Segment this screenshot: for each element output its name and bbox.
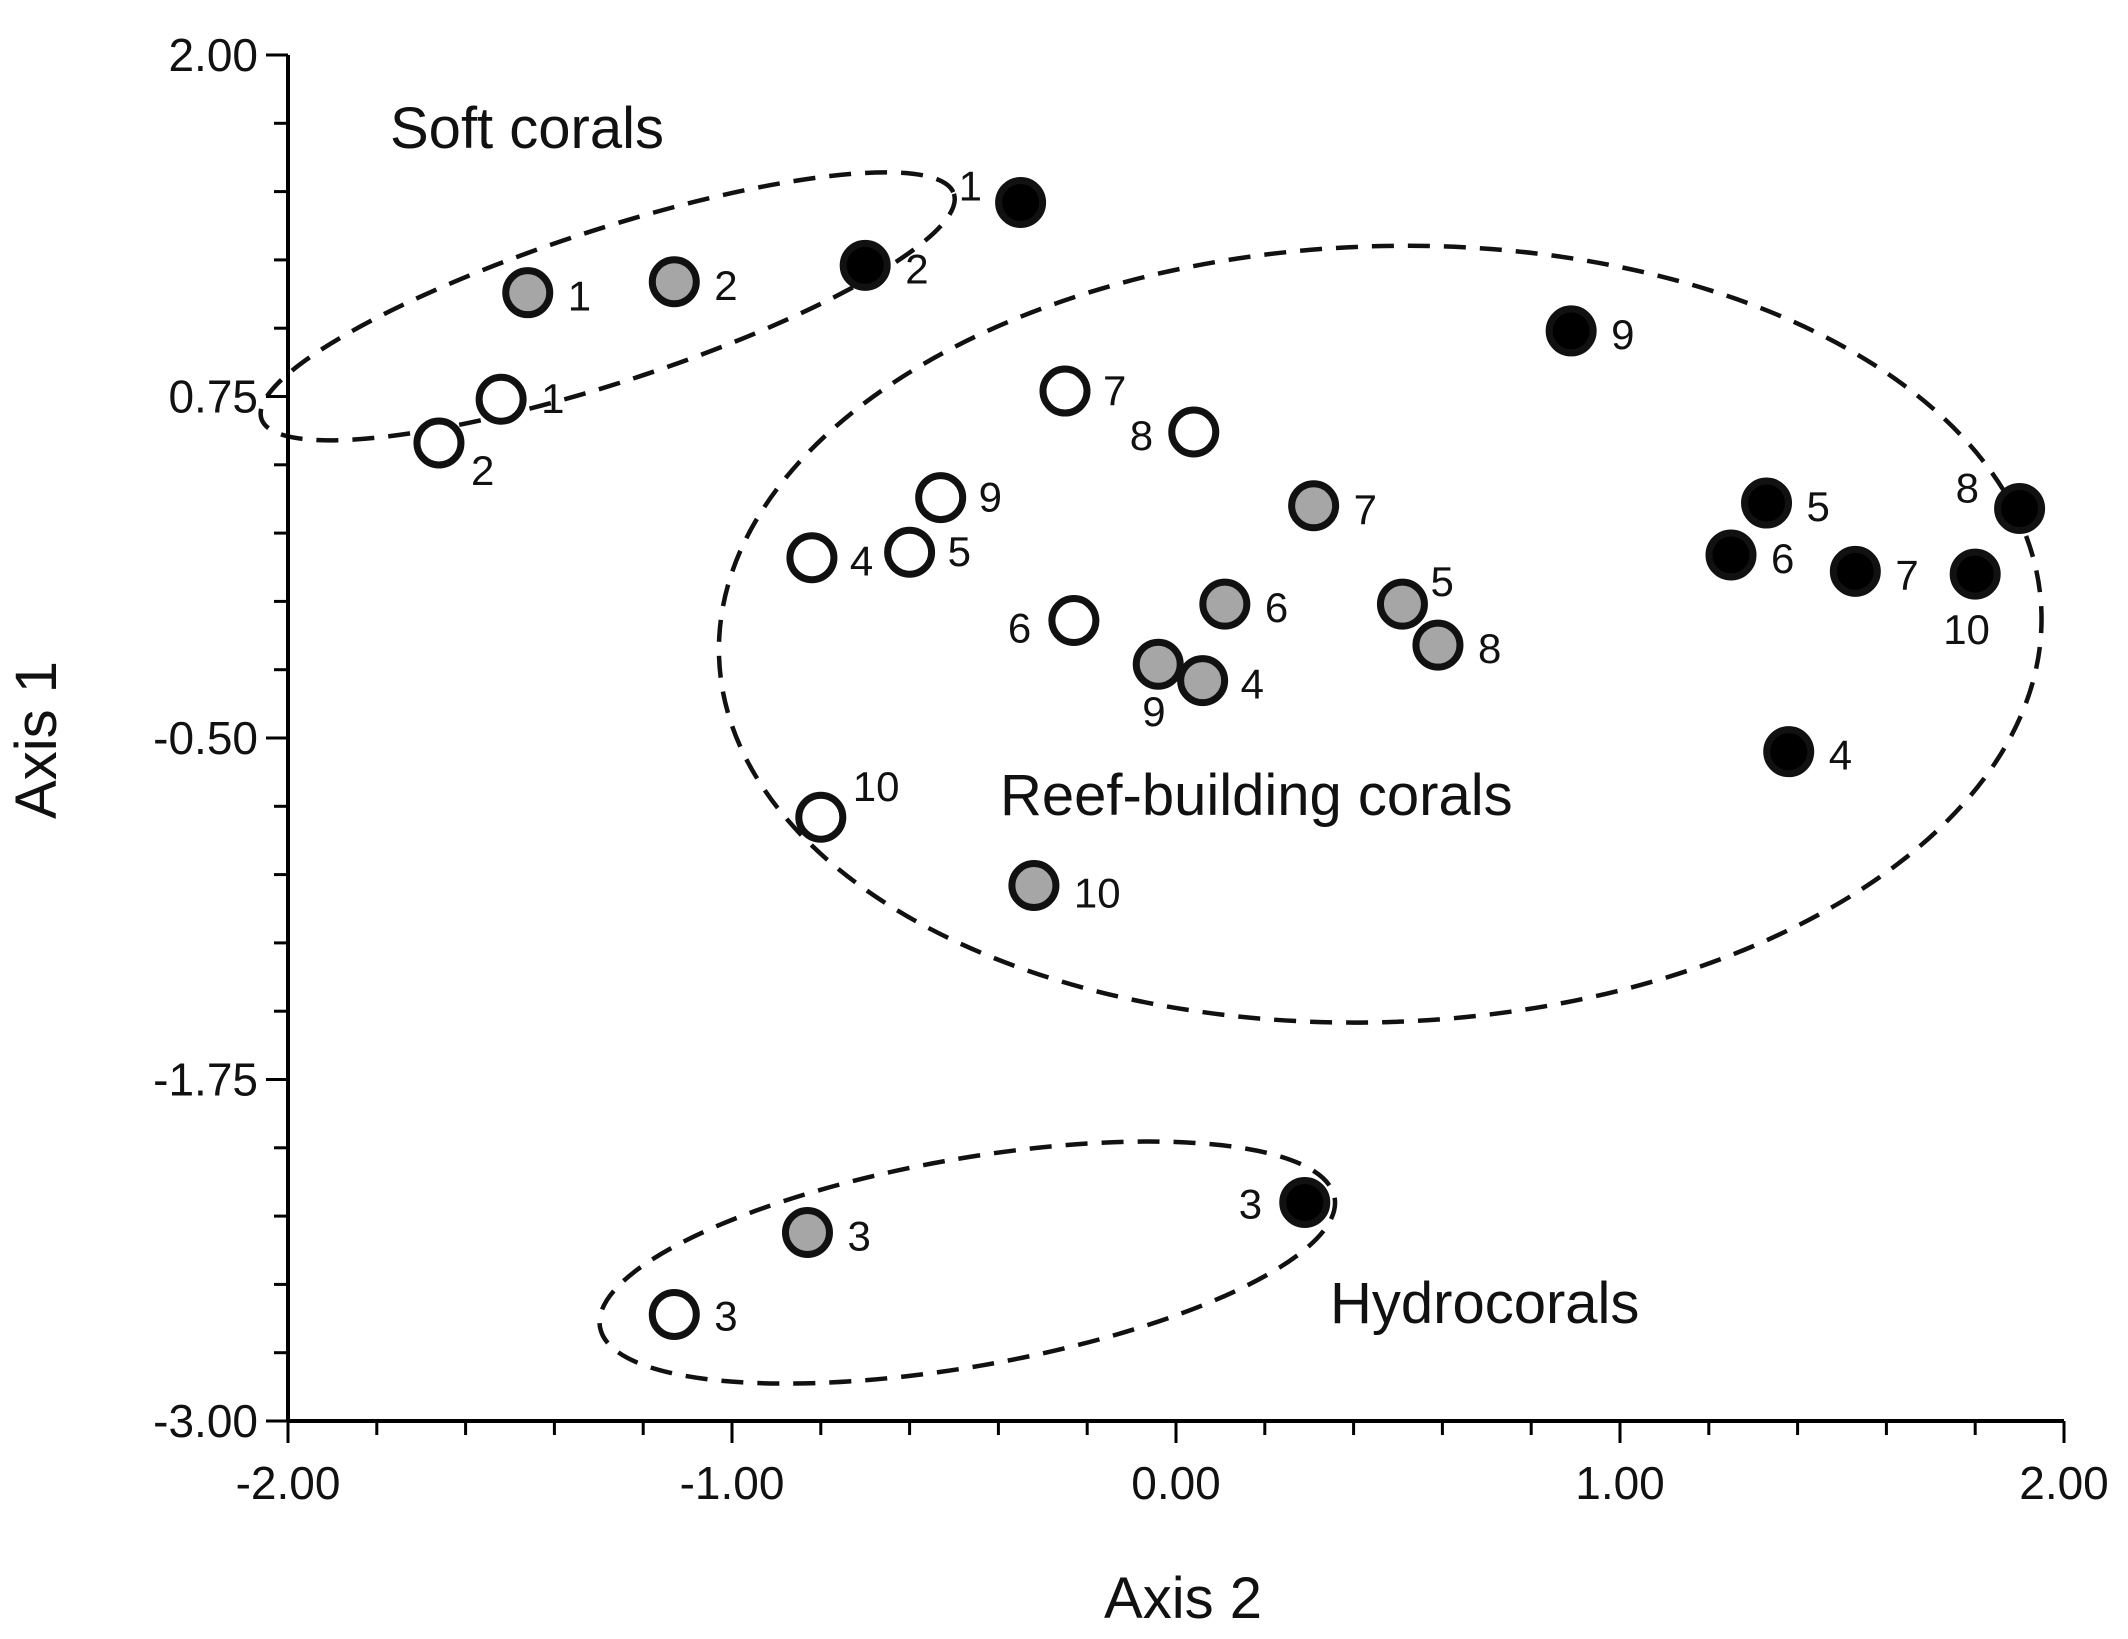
x-tick-label: 1.00 bbox=[1575, 1457, 1665, 1509]
point-black-6 bbox=[1705, 529, 1757, 581]
point-black-8 bbox=[1994, 483, 2046, 535]
point-black-2 bbox=[839, 239, 891, 291]
point-gray-4 bbox=[1177, 655, 1229, 707]
point-white-10 bbox=[795, 791, 847, 843]
x-tick-label: 2.00 bbox=[2019, 1457, 2109, 1509]
point-label-black-9: 9 bbox=[1611, 311, 1634, 358]
group-labels: Soft corals Reef-building corals Hydroco… bbox=[390, 96, 1639, 1336]
point-label-white-3: 3 bbox=[714, 1292, 737, 1339]
point-label-gray-1: 1 bbox=[568, 273, 591, 320]
point-black-5 bbox=[1741, 477, 1793, 529]
point-black-4 bbox=[1763, 726, 1815, 778]
point-white-1 bbox=[475, 373, 527, 425]
point-gray-1 bbox=[502, 267, 554, 319]
y-tick-label: -0.50 bbox=[153, 712, 258, 764]
point-label-black-10: 10 bbox=[1943, 606, 1990, 653]
point-label-white-10: 10 bbox=[853, 763, 900, 810]
point-label-white-4: 4 bbox=[850, 538, 873, 585]
point-label-gray-5: 5 bbox=[1430, 558, 1453, 605]
point-label-gray-10: 10 bbox=[1074, 870, 1121, 917]
point-label-white-7: 7 bbox=[1103, 367, 1126, 414]
x-axis-title: Axis 2 bbox=[1104, 1566, 1262, 1631]
point-white-7 bbox=[1039, 365, 1091, 417]
point-white-4 bbox=[786, 532, 838, 584]
point-label-white-5: 5 bbox=[948, 528, 971, 575]
y-tick-label: -3.00 bbox=[153, 1395, 258, 1447]
point-gray-7 bbox=[1288, 480, 1340, 532]
y-tick-label: 2.00 bbox=[168, 29, 258, 81]
group-label-hydrocorals: Hydrocorals bbox=[1330, 1271, 1639, 1336]
point-label-black-7: 7 bbox=[1895, 551, 1918, 598]
group-ellipse-soft-corals bbox=[258, 170, 957, 443]
point-label-gray-7: 7 bbox=[1354, 486, 1377, 533]
tick-labels: 2.00 0.75 -0.50 -1.75 -3.00 -2.00 -1.00 0.00 1.0… bbox=[153, 29, 2109, 1509]
point-label-white-1: 1 bbox=[541, 375, 564, 422]
point-gray-2 bbox=[648, 256, 700, 308]
point-white-2 bbox=[413, 417, 465, 469]
point-label-gray-4: 4 bbox=[1241, 661, 1264, 708]
y-axis-title: Axis 1 bbox=[4, 661, 69, 819]
group-label-reef-building-corals: Reef-building corals bbox=[1000, 763, 1513, 828]
point-black-3 bbox=[1279, 1176, 1331, 1228]
point-gray-6 bbox=[1199, 578, 1251, 630]
x-tick-label: 0.00 bbox=[1131, 1457, 1221, 1509]
point-white-3 bbox=[648, 1288, 700, 1340]
point-gray-10 bbox=[1008, 860, 1060, 912]
data-points bbox=[413, 177, 2046, 1340]
point-white-5 bbox=[884, 526, 936, 578]
point-label-gray-6: 6 bbox=[1265, 584, 1288, 631]
point-gray-3 bbox=[781, 1206, 833, 1258]
point-gray-8 bbox=[1412, 619, 1464, 671]
y-tick-label: 0.75 bbox=[168, 371, 258, 423]
point-label-black-4: 4 bbox=[1829, 732, 1852, 779]
point-label-white-2: 2 bbox=[471, 447, 494, 494]
point-gray-5 bbox=[1376, 578, 1428, 630]
point-label-gray-9: 9 bbox=[1142, 688, 1165, 735]
point-label-black-6: 6 bbox=[1771, 535, 1794, 582]
point-label-white-8: 8 bbox=[1130, 412, 1153, 459]
point-label-black-3: 3 bbox=[1239, 1180, 1262, 1227]
group-ellipse-hydrocorals bbox=[597, 1139, 1338, 1386]
point-label-black-1: 1 bbox=[959, 163, 982, 210]
x-tick-label: -1.00 bbox=[680, 1457, 785, 1509]
point-label-black-5: 5 bbox=[1807, 483, 1830, 530]
point-label-black-8: 8 bbox=[1956, 465, 1979, 512]
group-ellipse-reef-building-corals bbox=[716, 243, 2044, 1025]
point-label-white-6: 6 bbox=[1008, 605, 1031, 652]
point-label-gray-3: 3 bbox=[847, 1212, 870, 1259]
point-black-7 bbox=[1829, 545, 1881, 597]
point-label-white-9: 9 bbox=[979, 474, 1002, 521]
point-black-9 bbox=[1545, 305, 1597, 357]
point-white-6 bbox=[1048, 595, 1100, 647]
point-label-black-2: 2 bbox=[905, 245, 928, 292]
point-white-9 bbox=[915, 472, 967, 524]
group-label-soft-corals: Soft corals bbox=[390, 96, 664, 161]
point-black-10 bbox=[1949, 548, 2001, 600]
point-label-gray-8: 8 bbox=[1478, 625, 1501, 672]
point-black-1 bbox=[995, 177, 1047, 229]
axis-ticks bbox=[266, 53, 2066, 1443]
point-label-gray-2: 2 bbox=[714, 262, 737, 309]
point-gray-9 bbox=[1132, 638, 1184, 690]
y-tick-label: -1.75 bbox=[153, 1054, 258, 1106]
x-tick-label: -2.00 bbox=[236, 1457, 341, 1509]
point-white-8 bbox=[1168, 406, 1220, 458]
